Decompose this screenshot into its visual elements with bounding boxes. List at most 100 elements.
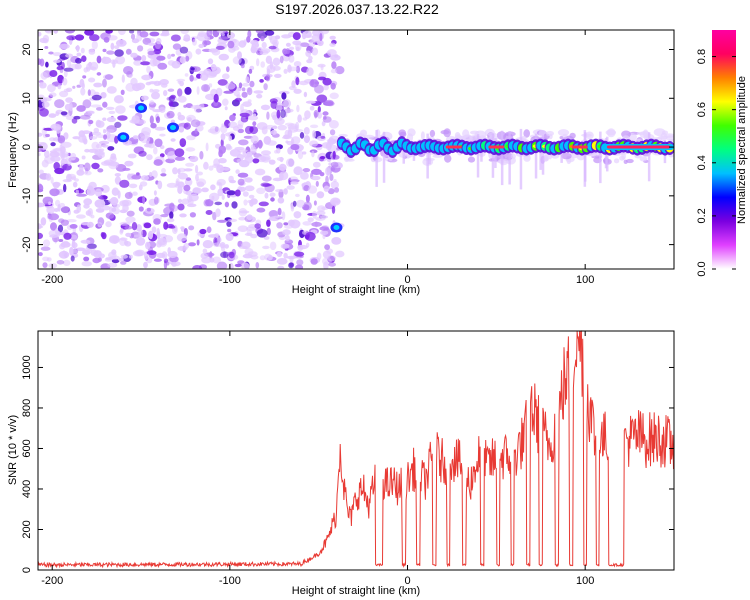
heatmap-cell: [117, 115, 128, 121]
heatmap-cell: [127, 153, 137, 159]
heatmap-cell: [288, 54, 295, 63]
heatmap-cell: [310, 124, 319, 129]
heatmap-cell: [179, 213, 187, 218]
heatmap-cell: [252, 158, 260, 164]
heatmap-cell: [133, 60, 143, 66]
heatmap-cell: [81, 82, 85, 89]
heatmap-cell: [283, 108, 294, 113]
snr-y-axis-title: SNR (10 * v/v): [7, 415, 19, 485]
heatmap-cell: [52, 52, 62, 57]
heatmap-cell: [261, 150, 271, 156]
heatmap-cell: [241, 91, 248, 98]
y-tick-label: 1000: [21, 355, 33, 379]
heatmap-cell: [40, 71, 48, 80]
heatmap-cell: [316, 252, 322, 260]
heatmap-cell: [328, 262, 336, 267]
heatmap-cell: [124, 225, 133, 230]
heatmap-cell: [42, 239, 51, 248]
heatmap-cell: [103, 134, 108, 140]
heatmap-cell: [38, 58, 42, 65]
heatmap-cell: [143, 261, 148, 269]
heatmap-cell: [186, 135, 196, 141]
heatmap-cell: [105, 106, 115, 110]
heatmap-cell: [90, 104, 102, 108]
heatmap-cell: [317, 63, 326, 68]
colorbar: 0.0 0.2 0.4 0.6 0.8 Normalized spectral ampl…: [696, 30, 748, 277]
heatmap-cell: [38, 169, 44, 175]
heatmap-cell: [39, 82, 44, 87]
heatmap-cell: [211, 66, 221, 75]
heatmap-cell: [215, 208, 221, 218]
heatmap-cell: [137, 45, 144, 52]
heatmap-cell: [263, 83, 268, 91]
heatmap-cell: [256, 207, 266, 213]
heatmap-cell: [214, 201, 222, 206]
heatmap-cell: [542, 156, 550, 162]
heatmap-cell: [234, 97, 242, 102]
heatmap-cell: [120, 134, 127, 140]
heatmap-cell: [47, 84, 56, 93]
heatmap-cell: [319, 33, 323, 42]
heatmap-cell: [145, 241, 151, 250]
heatmap-cell: [41, 101, 50, 108]
heatmap-cell: [248, 115, 259, 121]
heatmap-cell: [102, 205, 111, 211]
heatmap-cell: [323, 84, 329, 91]
heatmap-cell: [167, 218, 175, 223]
heatmap-cell: [320, 135, 326, 139]
heatmap-cell: [91, 94, 102, 101]
heatmap-cell: [196, 178, 207, 186]
heatmap-cell: [282, 229, 291, 236]
heatmap-cell: [234, 189, 241, 197]
heatmap-cell: [59, 69, 64, 73]
heatmap-cell: [76, 84, 82, 88]
heatmap-cell: [218, 158, 227, 164]
heatmap-cell: [440, 130, 450, 135]
heatmap-cell: [138, 150, 147, 157]
heatmap-cell: [183, 34, 191, 42]
heatmap-cell: [270, 197, 275, 202]
heatmap-cell: [269, 241, 277, 251]
heatmap-cell: [120, 228, 124, 234]
heatmap-cell: [130, 77, 138, 87]
snr-x-axis-title: Height of straight line (km): [292, 585, 420, 597]
heatmap-cell: [432, 154, 443, 158]
heatmap-cell: [148, 230, 154, 240]
heatmap-cell: [243, 135, 253, 139]
heatmap-cell: [244, 185, 255, 192]
heatmap-cell: [157, 180, 163, 190]
heatmap-cell: [304, 110, 311, 119]
heatmap-cell: [76, 44, 80, 53]
heatmap-cell: [111, 258, 120, 264]
heatmap-cell: [444, 154, 452, 163]
heatmap-cell: [80, 87, 86, 96]
heatmap-cell: [100, 232, 105, 238]
heatmap-cell: [89, 34, 100, 42]
heatmap-cell: [276, 103, 282, 112]
heatmap-cell: [323, 185, 330, 192]
heatmap-cell: [303, 126, 310, 135]
heatmap-cell: [49, 151, 60, 158]
y-tick-label: 0: [21, 144, 33, 150]
heatmap-cell: [226, 32, 236, 39]
heatmap-cell: [86, 187, 96, 196]
heatmap-cell: [276, 147, 281, 154]
heatmap-cell: [192, 265, 203, 269]
heatmap-cell: [52, 148, 63, 152]
heatmap-cell: [114, 121, 122, 128]
heatmap-cell: [149, 171, 153, 178]
heatmap-cell: [311, 150, 315, 158]
heatmap-cell: [146, 140, 150, 148]
heatmap-cell: [232, 56, 242, 65]
heatmap-cell: [246, 214, 253, 221]
heatmap-cell: [313, 200, 317, 206]
heatmap-cell: [171, 261, 177, 267]
heatmap-cell: [184, 86, 192, 95]
heatmap-cell: [295, 121, 300, 131]
heatmap-cell: [62, 179, 72, 183]
heatmap-cell: [215, 87, 223, 97]
heatmap-cell: [189, 155, 199, 163]
heatmap-cell: [305, 231, 316, 241]
heatmap-cell: [228, 121, 238, 129]
heatmap-cell: [153, 218, 161, 225]
